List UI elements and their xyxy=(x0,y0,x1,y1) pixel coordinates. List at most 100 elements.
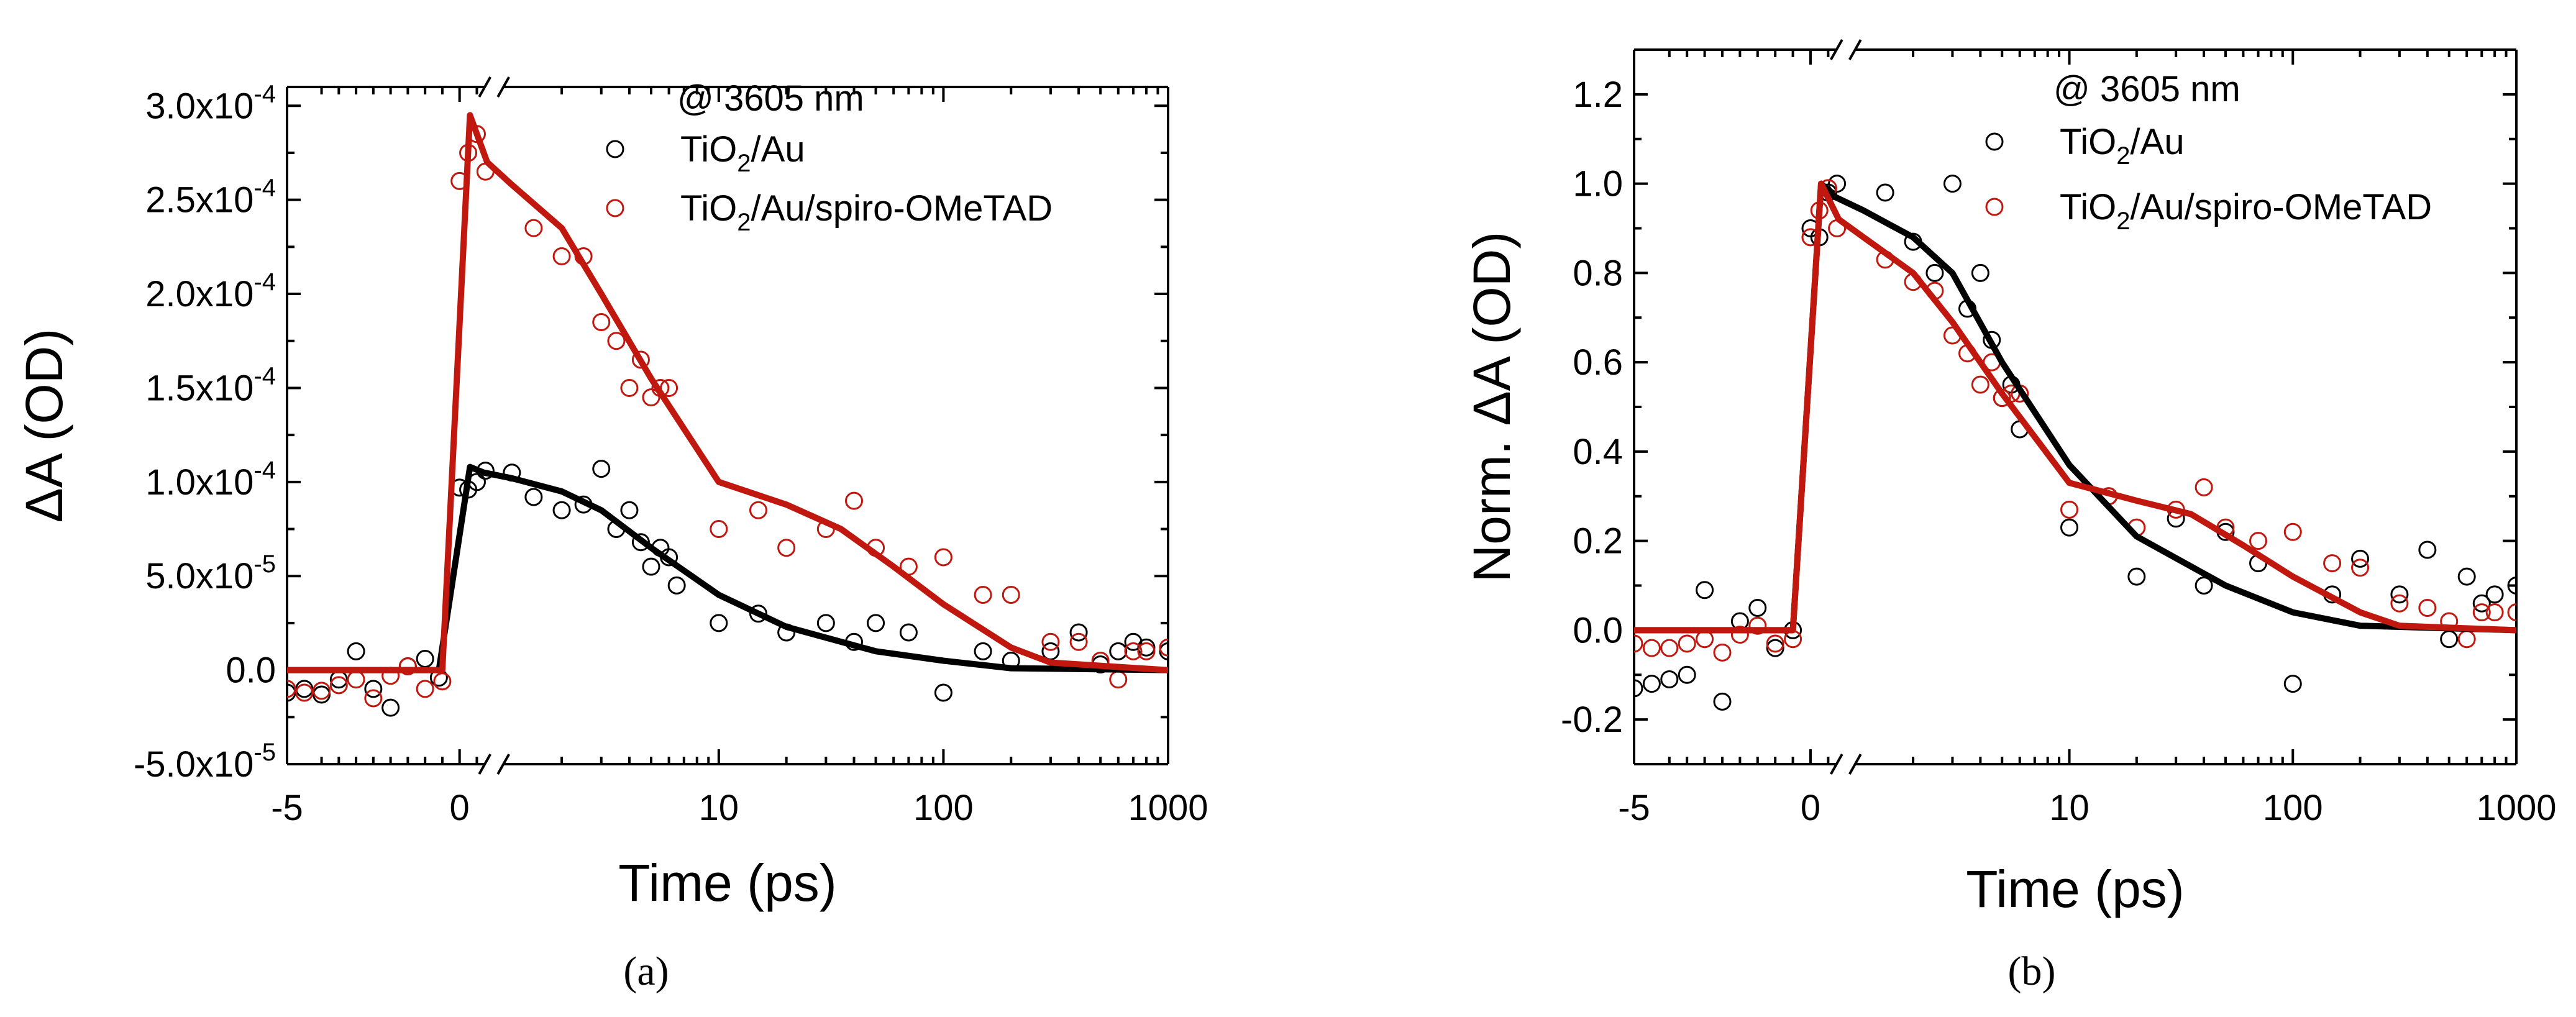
y-tick-exponent: -4 xyxy=(253,80,276,107)
data-point xyxy=(295,683,314,702)
series-tio2-au-spiro xyxy=(1634,179,2516,662)
data-point xyxy=(1041,632,1060,651)
legend-label: TiO2/Au xyxy=(2060,122,2185,170)
data-point xyxy=(749,501,767,519)
data-point xyxy=(1943,175,1962,193)
data-point xyxy=(1713,692,1732,711)
y-tick-label: 1.2 xyxy=(1573,75,1623,115)
data-point xyxy=(524,488,543,506)
y-axis-title: ΔA (OD) xyxy=(15,329,73,523)
x-tick-label: 10 xyxy=(2049,788,2090,828)
y-tick-exponent: -5 xyxy=(253,739,276,766)
plot-area xyxy=(287,112,1168,717)
data-point xyxy=(934,683,952,702)
data-point xyxy=(416,649,434,668)
series-tio2-au xyxy=(287,460,1168,717)
y-tick-label: 5.0x10-5 xyxy=(145,550,276,596)
data-point xyxy=(2418,598,2437,617)
data-point xyxy=(1069,632,1088,651)
data-point xyxy=(1642,675,1661,693)
data-point xyxy=(974,642,992,660)
data-point xyxy=(2390,585,2409,604)
data-point xyxy=(592,312,611,331)
fit-line-tio2-au-spiro xyxy=(287,112,1168,673)
data-point xyxy=(381,698,400,717)
fit-line-tio2-au-spiro xyxy=(1634,180,2516,634)
data-point xyxy=(524,219,543,237)
y-tick-exponent: -4 xyxy=(253,175,276,202)
y-tick-label: 1.0x10-4 xyxy=(145,457,276,503)
y-tick-label: 1.0 xyxy=(1573,164,1623,204)
data-point xyxy=(295,680,314,698)
data-point xyxy=(2323,554,2342,573)
data-point xyxy=(667,576,686,595)
fit-line-tio2-au xyxy=(287,463,1168,673)
data-point xyxy=(1876,183,1894,202)
data-point xyxy=(2195,577,2213,595)
data-point xyxy=(347,642,365,660)
data-point xyxy=(934,548,952,567)
data-point xyxy=(433,672,452,691)
y-tick-label: 0.8 xyxy=(1573,253,1623,293)
data-point xyxy=(364,680,383,698)
data-point xyxy=(620,378,639,397)
y-tick-label: 0.0 xyxy=(1573,610,1623,650)
data-point xyxy=(2485,603,2504,622)
x-tick-label: 100 xyxy=(2263,788,2323,828)
data-point xyxy=(1748,598,1767,617)
data-point xyxy=(2351,559,2370,577)
wavelength-annotation: @ 3605 nm xyxy=(2053,69,2240,109)
data-point xyxy=(2060,500,2079,519)
data-point xyxy=(2457,630,2476,649)
legend-marker xyxy=(1985,132,2004,151)
data-point xyxy=(313,682,331,700)
data-point xyxy=(974,586,992,604)
data-point xyxy=(287,680,296,698)
data-point xyxy=(2351,549,2370,568)
data-point xyxy=(642,557,660,576)
x-axis-title: Time (ps) xyxy=(618,854,837,912)
x-tick-label: -5 xyxy=(271,788,303,828)
y-tick-exponent: -4 xyxy=(253,457,276,484)
data-point xyxy=(416,680,434,698)
data-point xyxy=(631,350,650,369)
data-point xyxy=(2390,594,2409,613)
data-point xyxy=(2472,594,2491,613)
x-tick-label: -5 xyxy=(1618,788,1650,828)
data-point xyxy=(1634,634,1643,653)
data-point xyxy=(592,460,611,478)
y-tick-label: 0.4 xyxy=(1573,432,1623,472)
x-tick-label: 100 xyxy=(913,788,974,828)
wavelength-annotation: @ 3605 nm xyxy=(677,78,864,119)
y-tick-label: 0.6 xyxy=(1573,342,1623,383)
data-point xyxy=(347,670,365,689)
y-axis-title: Norm. ΔA (OD) xyxy=(1463,232,1521,583)
series-tio2-au-spiro xyxy=(287,125,1168,708)
data-point xyxy=(1002,586,1020,604)
data-point xyxy=(1634,679,1643,698)
data-point xyxy=(1696,581,1714,600)
legend-marker xyxy=(606,140,624,158)
y-tick-label: -0.2 xyxy=(1561,700,1623,740)
data-point xyxy=(2440,630,2459,649)
data-point xyxy=(607,332,626,350)
data-point xyxy=(1678,634,1696,653)
data-point xyxy=(2485,585,2504,604)
data-point xyxy=(2249,532,2268,550)
data-point xyxy=(2195,478,2213,496)
data-point xyxy=(1159,638,1168,657)
x-tick-label: 10 xyxy=(699,788,739,828)
data-point xyxy=(1069,623,1088,642)
data-point xyxy=(329,676,348,695)
data-point xyxy=(364,689,383,708)
data-point xyxy=(1696,630,1714,649)
y-tick-exponent: -4 xyxy=(253,362,276,390)
data-point xyxy=(749,604,767,623)
panel-a: -5.0x10-5 0.0 5.0x10-5 1.0x10-4 1.5x10-4 2.0x… xyxy=(15,76,1208,994)
x-axis-title: Time (ps) xyxy=(1966,860,2185,918)
data-point xyxy=(1124,642,1143,660)
data-point xyxy=(867,614,885,632)
data-point xyxy=(777,539,796,557)
panel-caption: (a) xyxy=(623,949,669,994)
